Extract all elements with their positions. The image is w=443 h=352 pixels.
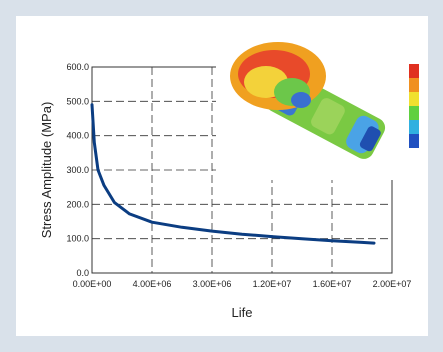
color-scale-swatch <box>409 92 419 106</box>
color-scale-legend <box>409 64 419 148</box>
x-tick-label: 4.00E+06 <box>133 279 172 289</box>
y-axis-ticks: 0.0 100.0 200.0 300.0 400.0 500.0 600.0 <box>66 62 89 278</box>
color-scale-swatch <box>409 134 419 148</box>
y-tick-label: 200.0 <box>66 199 89 209</box>
series-line <box>90 103 376 245</box>
color-scale-swatch <box>409 106 419 120</box>
y-axis-title: Stress Amplitude (MPa) <box>39 102 54 239</box>
fea-stress-contour-bolt-icon <box>216 30 426 180</box>
color-scale-swatch <box>409 78 419 92</box>
x-axis-ticks: 0.00E+00 4.00E+06 3.00E+06 1.20E+07 1.60E+07… <box>73 279 412 289</box>
x-tick-label: 1.20E+07 <box>253 279 292 289</box>
x-tick-label: 2.00E+07 <box>373 279 412 289</box>
stress-life-chart: 0.0 100.0 200.0 300.0 400.0 500.0 600.0 0.00E+… <box>39 30 426 320</box>
y-tick-label: 0.0 <box>76 268 89 278</box>
x-tick-label: 1.60E+07 <box>313 279 352 289</box>
y-tick-label: 100.0 <box>66 234 89 244</box>
y-tick-label: 500.0 <box>66 96 89 106</box>
y-tick-label: 300.0 <box>66 165 89 175</box>
y-tick-label: 400.0 <box>66 131 89 141</box>
x-axis-title: Life <box>232 305 253 320</box>
chart-card: 0.0 100.0 200.0 300.0 400.0 500.0 600.0 0.00E+… <box>16 16 428 336</box>
x-tick-label: 0.00E+00 <box>73 279 112 289</box>
y-tick-label: 600.0 <box>66 62 89 72</box>
color-scale-swatch <box>409 64 419 78</box>
x-tick-label: 3.00E+06 <box>193 279 232 289</box>
color-scale-swatch <box>409 120 419 134</box>
